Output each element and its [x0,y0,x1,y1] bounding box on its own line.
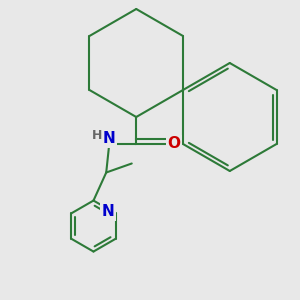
Text: N: N [103,131,116,146]
Text: N: N [102,204,114,219]
Text: O: O [167,136,180,152]
Text: H: H [92,129,102,142]
